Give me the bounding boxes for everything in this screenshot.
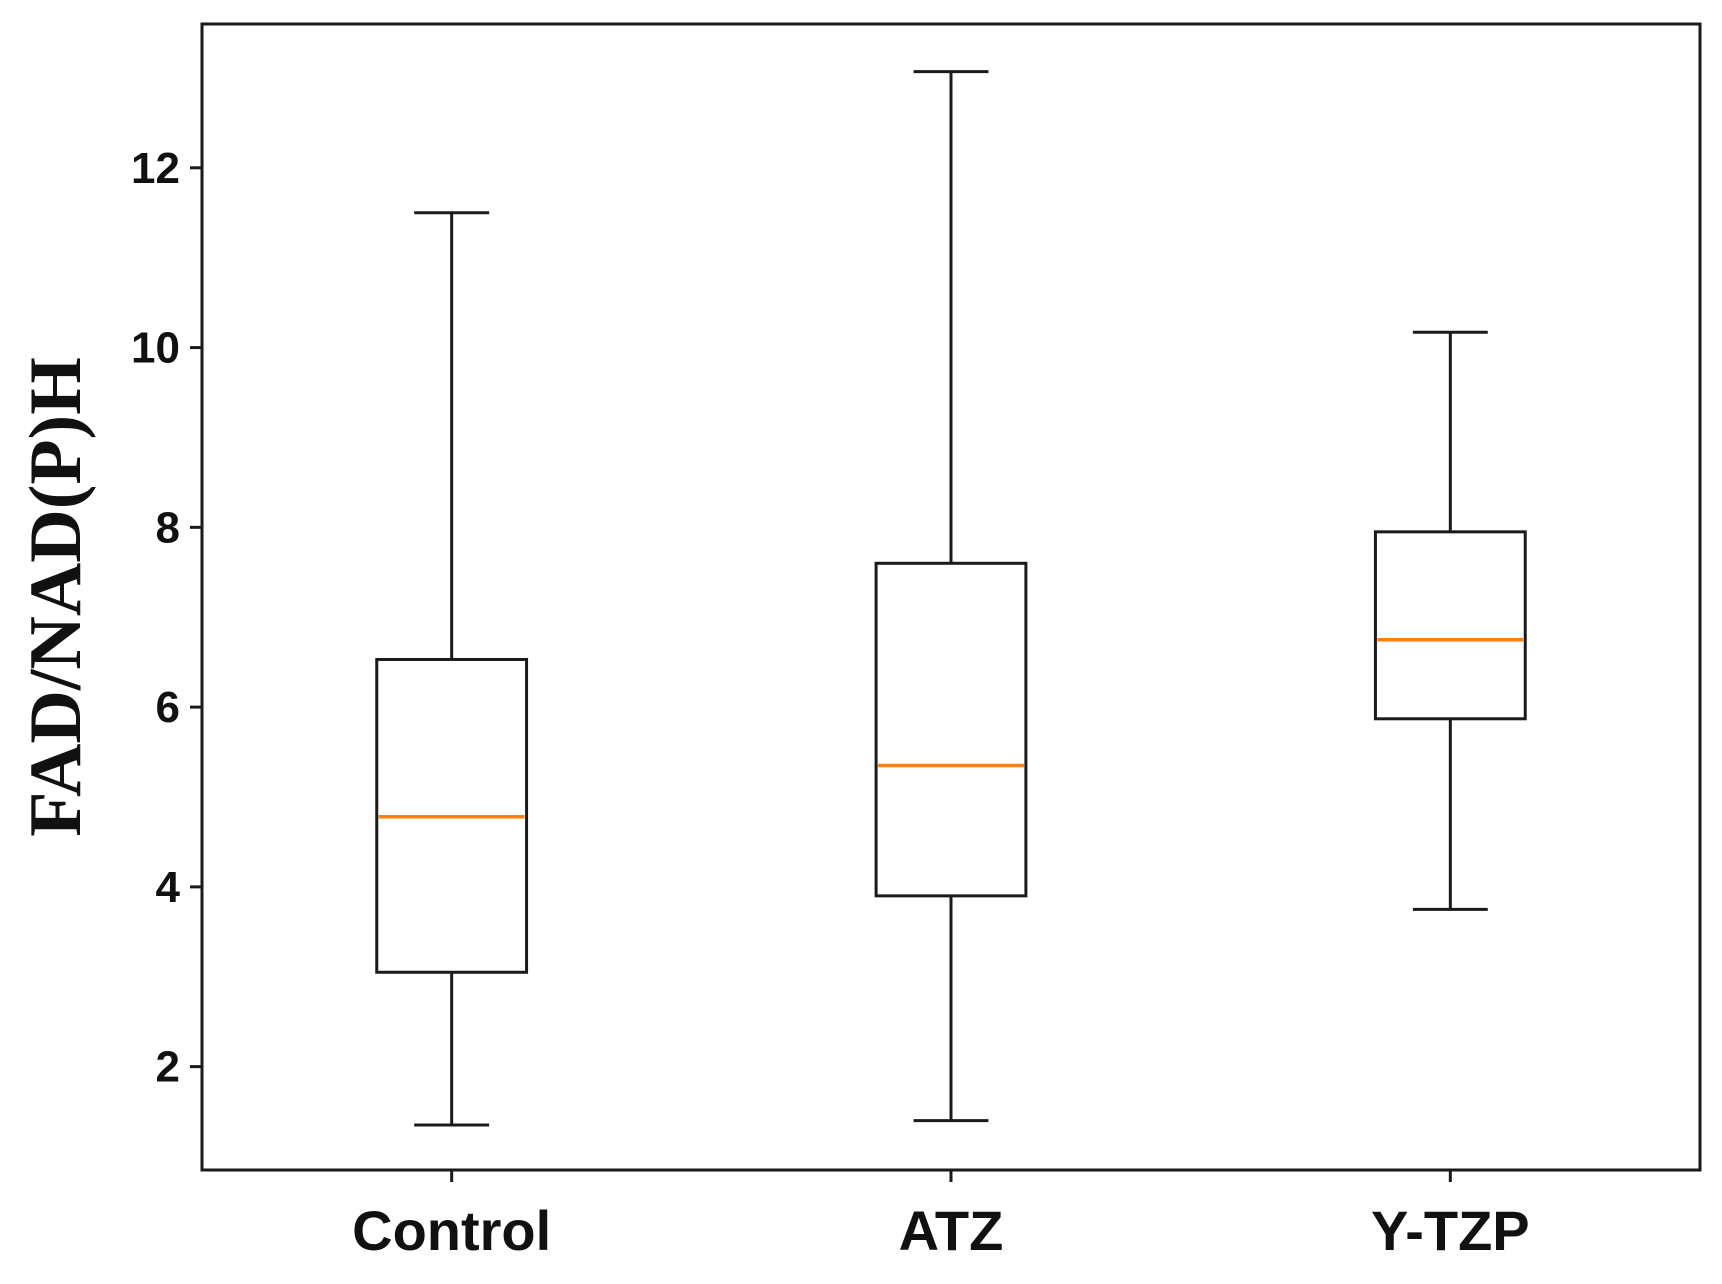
box-series xyxy=(375,70,1527,1127)
y-tick-label: 6 xyxy=(156,683,180,732)
y-tick-label: 2 xyxy=(156,1043,180,1092)
y-axis-title: FAD/NAD(P)H xyxy=(15,357,97,837)
y-tick-label: 4 xyxy=(156,863,181,912)
x-tick-label: ATZ xyxy=(899,1199,1004,1262)
iqr-box xyxy=(1373,530,1527,721)
y-axis-ticks: 2 4 6 8 10 12 xyxy=(131,144,202,1092)
x-tick-label: Y-TZP xyxy=(1371,1199,1530,1262)
box-control xyxy=(375,211,529,1127)
y-tick-label: 12 xyxy=(131,144,180,193)
iqr-box xyxy=(874,561,1028,898)
y-tick-label: 8 xyxy=(156,503,180,552)
box-y-tzp xyxy=(1373,330,1527,911)
y-tick-label: 10 xyxy=(131,324,180,373)
x-tick-label: Control xyxy=(352,1199,551,1262)
x-axis-ticks: Control ATZ Y-TZP xyxy=(352,1170,1530,1262)
box-atz xyxy=(874,70,1028,1123)
